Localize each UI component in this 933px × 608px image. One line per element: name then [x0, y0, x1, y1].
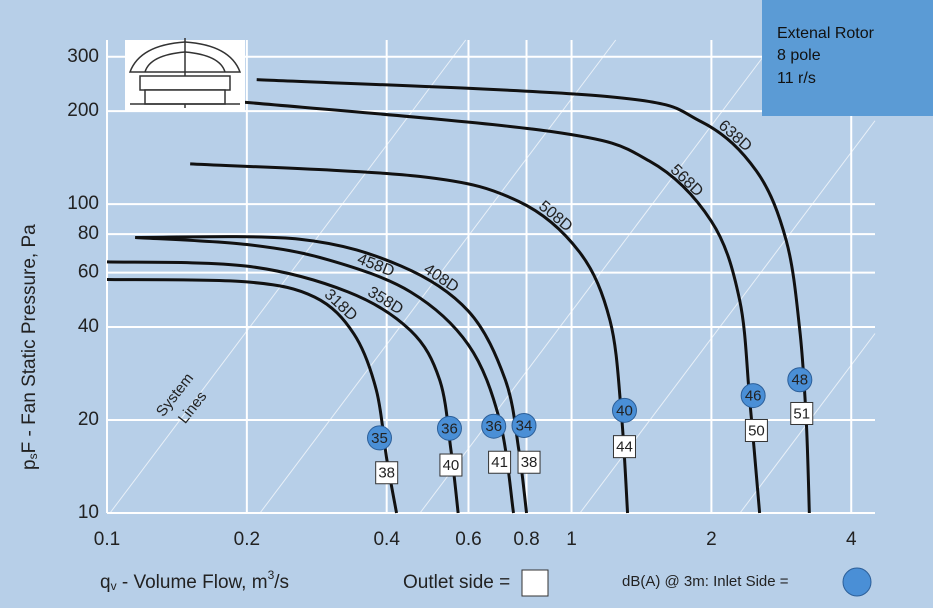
outlet-marker	[375, 461, 399, 485]
outlet-value: 40	[443, 457, 460, 474]
inlet-value: 46	[745, 388, 762, 405]
x-label-part: v	[111, 579, 117, 593]
x-tick-label: 0.8	[513, 529, 539, 550]
inlet-value: 36	[485, 418, 502, 435]
y-tick-label: 20	[78, 409, 99, 430]
inlet-marker	[740, 383, 766, 409]
grid	[106, 40, 875, 514]
x-label-part: /s	[274, 572, 289, 593]
y-tick-label: 300	[67, 46, 99, 67]
outlet-value: 38	[378, 465, 395, 482]
system-line	[259, 39, 617, 514]
x-label-part: - Volume Flow, m	[117, 572, 268, 593]
inlet-value: 48	[791, 372, 808, 389]
info-box	[762, 0, 933, 116]
y-tick-label: 80	[78, 223, 99, 244]
x-tick-label: 1	[566, 529, 577, 550]
outlet-marker	[488, 450, 512, 474]
inlet-marker	[436, 415, 462, 441]
inlet-marker	[481, 413, 507, 439]
outlet-marker	[744, 418, 768, 442]
inlet-legend-circle	[842, 567, 872, 597]
x-label-part: q	[100, 572, 111, 593]
outlet-value: 50	[748, 422, 765, 439]
outlet-marker	[517, 450, 541, 474]
inlet-marker	[511, 413, 537, 439]
y-tick-label: 60	[78, 262, 99, 283]
fan-icon	[125, 38, 245, 112]
x-axis-label: qv - Volume Flow, m3/s	[100, 568, 289, 593]
y-tick-label: 100	[67, 193, 99, 214]
outlet-value: 51	[793, 405, 810, 422]
y-tick-label: 200	[67, 100, 99, 121]
outlet-marker	[612, 435, 636, 459]
outlet-marker	[790, 401, 814, 425]
outlet-legend-box	[521, 569, 549, 597]
system-line	[109, 39, 467, 514]
inlet-legend: dB(A) @ 3m: Inlet Side =	[622, 573, 789, 590]
x-label-part: 3	[268, 568, 275, 582]
x-tick-label: 2	[706, 529, 717, 550]
inlet-marker	[366, 425, 392, 451]
inlet-value: 36	[441, 420, 458, 437]
markers: 35 36 36 34 40 46 48 38 40 41 38 44 50 51	[366, 367, 814, 485]
y-label-part: F - Fan Static Pressure, Pa	[19, 224, 40, 454]
outlet-value: 38	[521, 454, 538, 471]
y-tick-label: 40	[78, 316, 99, 337]
outlet-value: 41	[491, 454, 508, 471]
system-line	[419, 39, 777, 514]
x-tick-label: 0.1	[94, 529, 120, 550]
inlet-marker	[611, 397, 637, 423]
fan-curve	[106, 278, 399, 514]
info-text: 8 pole	[777, 47, 821, 64]
y-tick-label: 10	[78, 502, 99, 523]
outlet-marker	[439, 453, 463, 477]
inlet-marker	[787, 367, 813, 393]
x-tick-label: 0.4	[373, 529, 400, 550]
outlet-legend: Outlet side =	[403, 572, 510, 593]
x-tick-label: 0.6	[455, 529, 481, 550]
fan-curve	[135, 235, 529, 514]
y-label-part: s	[26, 453, 40, 459]
fan-curve	[106, 260, 460, 514]
inlet-value: 34	[516, 417, 533, 434]
outlet-value: 44	[616, 439, 633, 456]
y-axis-label: psF - Fan Static Pressure, Pa	[19, 224, 40, 470]
inlet-value: 35	[371, 430, 388, 447]
x-tick-label: 4	[846, 529, 857, 550]
info-text: 11 r/s	[777, 70, 816, 87]
x-tick-label: 0.2	[234, 529, 260, 550]
fan-curve	[256, 78, 811, 514]
info-text: Extenal Rotor	[777, 25, 875, 42]
y-label-part: p	[19, 459, 40, 470]
inlet-value: 40	[616, 402, 633, 419]
